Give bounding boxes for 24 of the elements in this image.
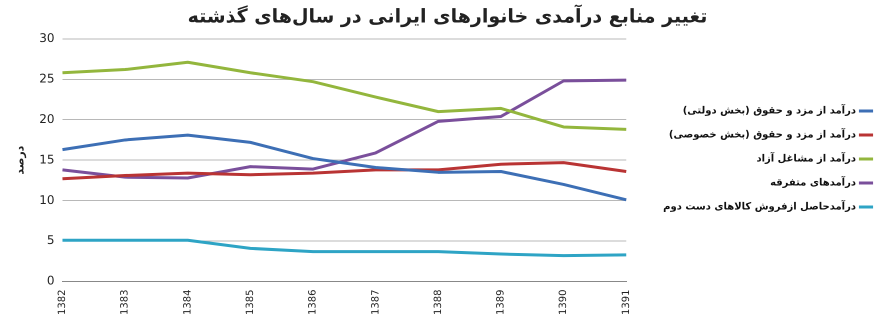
- y-tick-label: 15: [39, 152, 54, 166]
- x-tick-label: 1391: [620, 290, 632, 316]
- legend-label: درآمد از مشاغل آزاد: [756, 152, 856, 165]
- x-tick-label: 1388: [432, 290, 444, 316]
- x-tick-label: 1385: [244, 290, 256, 316]
- y-tick-label: 30: [39, 30, 54, 45]
- x-tick-label: 1389: [496, 290, 507, 316]
- legend-label: درآمد از مزد و حقوق (بخش خصوصی): [668, 128, 856, 141]
- y-tick-label: 0: [46, 274, 54, 288]
- y-tick-label: 10: [39, 192, 54, 207]
- x-tick-label: 1390: [558, 290, 570, 316]
- x-tick-label: 1387: [370, 290, 382, 316]
- x-tick-label: 1386: [308, 290, 319, 316]
- legend-label: درآمدهای متفرقه: [770, 176, 856, 189]
- x-tick-label: 1382: [57, 290, 68, 316]
- chart-title: تغییر منابع درآمدی خانوارهای ایرانی در سال‌های گذشته: [188, 3, 708, 28]
- y-tick-label: 5: [46, 233, 54, 248]
- y-tick-label: 20: [39, 112, 54, 126]
- legend-label: درآمد از مزد و حقوق (بخش دولتی): [682, 104, 856, 117]
- x-tick-label: 1383: [120, 290, 131, 316]
- legend-label: درآمدحاصل ازفروش کالاهای دست دوم: [663, 200, 856, 213]
- x-tick-label: 1384: [182, 290, 194, 316]
- y-tick-label: 25: [39, 71, 54, 86]
- y-axis-title: درصد: [13, 145, 26, 175]
